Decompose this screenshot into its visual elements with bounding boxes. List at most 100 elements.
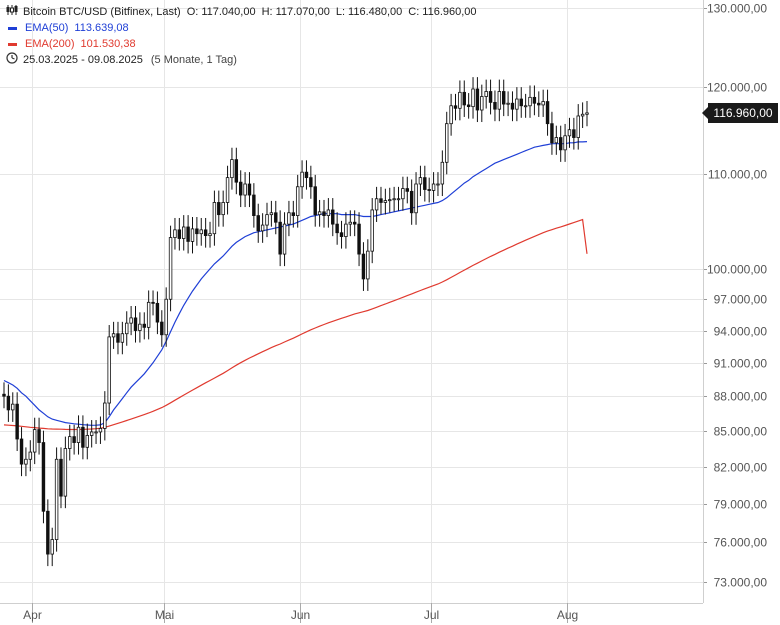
candle-body — [278, 221, 282, 255]
candle — [199, 217, 203, 246]
candle-body — [295, 186, 300, 216]
candle — [15, 392, 19, 452]
candle-body — [260, 224, 265, 232]
candle — [269, 200, 274, 227]
candle — [89, 420, 94, 448]
candle — [208, 221, 212, 248]
candle — [225, 165, 230, 215]
candle-body — [414, 183, 418, 214]
candle-body — [81, 426, 85, 448]
candle — [414, 172, 418, 225]
candle — [164, 287, 168, 347]
candle — [331, 198, 335, 237]
candle-body — [401, 188, 405, 200]
candle — [519, 87, 523, 118]
candlestick-icon — [6, 4, 18, 21]
candle — [173, 217, 177, 250]
candle — [203, 217, 208, 248]
ema200-name: EMA(200) — [25, 38, 75, 50]
candle-body — [146, 301, 151, 328]
candle — [554, 125, 559, 155]
candle — [81, 415, 85, 460]
candle — [366, 239, 370, 291]
candle — [146, 290, 151, 340]
candle — [572, 117, 576, 150]
candle-body — [129, 317, 133, 324]
x-tick-label: Jun — [291, 608, 310, 622]
candle-body — [541, 101, 545, 106]
candle-body — [374, 198, 379, 211]
candle — [462, 80, 466, 117]
candle-body — [488, 91, 493, 103]
candle — [388, 187, 392, 213]
candle — [392, 186, 396, 212]
candle-body — [120, 333, 125, 343]
candle-body — [313, 186, 317, 216]
candle-body — [449, 105, 453, 125]
candle-body — [392, 198, 396, 201]
candle-body — [501, 91, 506, 105]
candle-body — [133, 317, 138, 331]
candle-body — [466, 104, 471, 108]
candle-body — [103, 402, 107, 429]
candle-body — [418, 177, 423, 185]
legend-ema200[interactable]: EMA(200) 101.530,38 — [6, 36, 477, 52]
open-label: O: — [186, 6, 199, 18]
candle-body — [366, 250, 370, 280]
candle-body — [563, 135, 567, 151]
candle-body — [217, 202, 221, 216]
candle — [63, 436, 68, 509]
candle-body — [528, 96, 532, 107]
candle — [497, 79, 502, 122]
candle-body — [287, 212, 291, 225]
candle-body — [370, 209, 374, 252]
candle-body — [54, 458, 59, 540]
candle — [252, 183, 256, 228]
candle — [339, 220, 344, 249]
candle-body — [164, 298, 168, 336]
candle — [313, 174, 317, 227]
ema200-line — [3, 218, 588, 431]
candle-body — [116, 333, 120, 343]
candle-body — [59, 458, 63, 497]
candle — [545, 89, 550, 136]
y-tick-label: 73.000,00 — [714, 576, 768, 590]
candle-body — [576, 115, 580, 138]
candle-body — [322, 211, 326, 216]
candle — [445, 111, 449, 175]
symbol-name: Bitcoin BTC/USD (Bitfinex, Last) — [23, 6, 181, 18]
candle — [256, 203, 260, 243]
candle — [138, 312, 142, 343]
candle-body — [160, 321, 164, 336]
candle-body — [208, 233, 212, 237]
candle-body — [445, 123, 449, 163]
candle — [550, 111, 554, 155]
date-range-row[interactable]: 25.03.2025 - 09.08.2025 (5 Monate, 1 Tag… — [6, 51, 477, 68]
candle — [238, 170, 243, 208]
candle — [278, 210, 282, 267]
legend-ema50[interactable]: EMA(50) 113.639,08 — [6, 20, 477, 36]
candle — [541, 89, 545, 117]
candle-body — [453, 105, 458, 109]
candle-body — [221, 202, 225, 216]
candle-body — [537, 102, 541, 106]
candle — [212, 190, 217, 246]
y-tick-label: 91.000,00 — [714, 357, 768, 371]
candle-body — [532, 96, 537, 104]
candle-body — [497, 91, 502, 110]
candle-body — [256, 215, 260, 232]
candle-body — [111, 333, 116, 338]
candle-body — [493, 101, 497, 110]
candle — [59, 447, 63, 509]
candle — [37, 417, 41, 455]
candle — [265, 202, 269, 238]
candle — [352, 210, 357, 237]
x-tick-label: Jul — [424, 608, 439, 622]
candle — [383, 188, 388, 215]
candle-body — [545, 101, 550, 125]
candle — [423, 165, 427, 202]
candle — [488, 79, 493, 115]
candle — [260, 213, 265, 243]
candle-body — [405, 188, 409, 192]
